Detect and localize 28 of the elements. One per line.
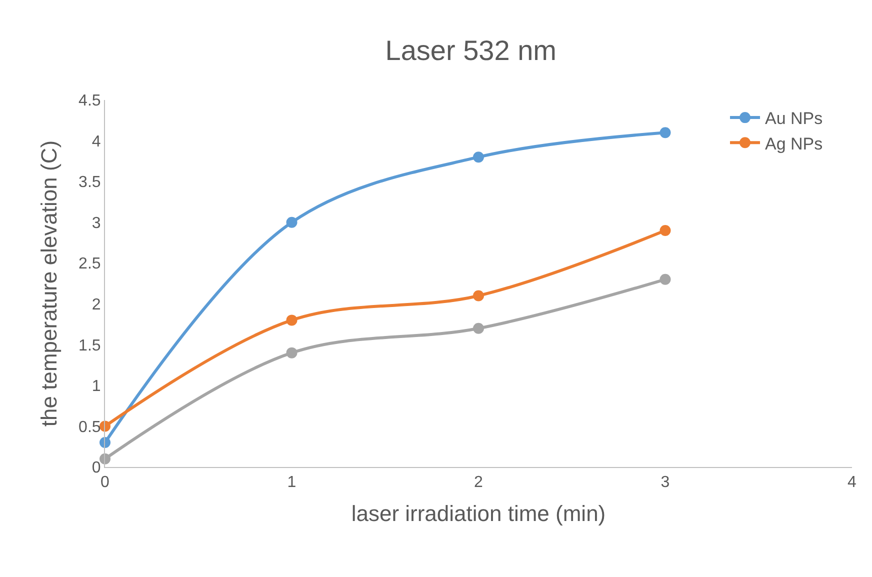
legend-label: Au NPs — [765, 109, 823, 128]
point — [660, 274, 671, 285]
y-tick-label: 4 — [92, 133, 101, 150]
x-tick-label: 4 — [848, 474, 857, 492]
y-tick-label: 0.5 — [78, 418, 101, 436]
y-tick-label: 3 — [92, 214, 101, 232]
y-tick-label: 4.5 — [78, 92, 101, 110]
point — [473, 152, 484, 163]
point — [473, 322, 484, 334]
point — [473, 290, 484, 302]
y-axis-title: the temperature elevation (C) — [36, 140, 62, 427]
y-tick-label: 2.5 — [78, 256, 101, 273]
y-tick-label: 1.5 — [78, 337, 101, 354]
legend-label: Ag NPs — [765, 134, 823, 154]
point — [286, 314, 298, 326]
y-tick-label: 0 — [92, 460, 101, 477]
chart-title: Laser 532 nm — [385, 34, 556, 66]
point — [286, 347, 298, 358]
point — [660, 224, 671, 236]
x-tick-label: 2 — [474, 474, 484, 492]
x-tick-label: 3 — [660, 474, 670, 492]
y-tick-label: 3.5 — [78, 174, 101, 192]
y-tick-label: 1 — [92, 378, 101, 396]
y-tick-label: 2 — [92, 296, 101, 314]
x-axis-title: laser irradiation time (min) — [351, 501, 606, 526]
point — [286, 216, 298, 228]
point — [660, 127, 671, 138]
x-tick-label: 1 — [287, 474, 296, 492]
